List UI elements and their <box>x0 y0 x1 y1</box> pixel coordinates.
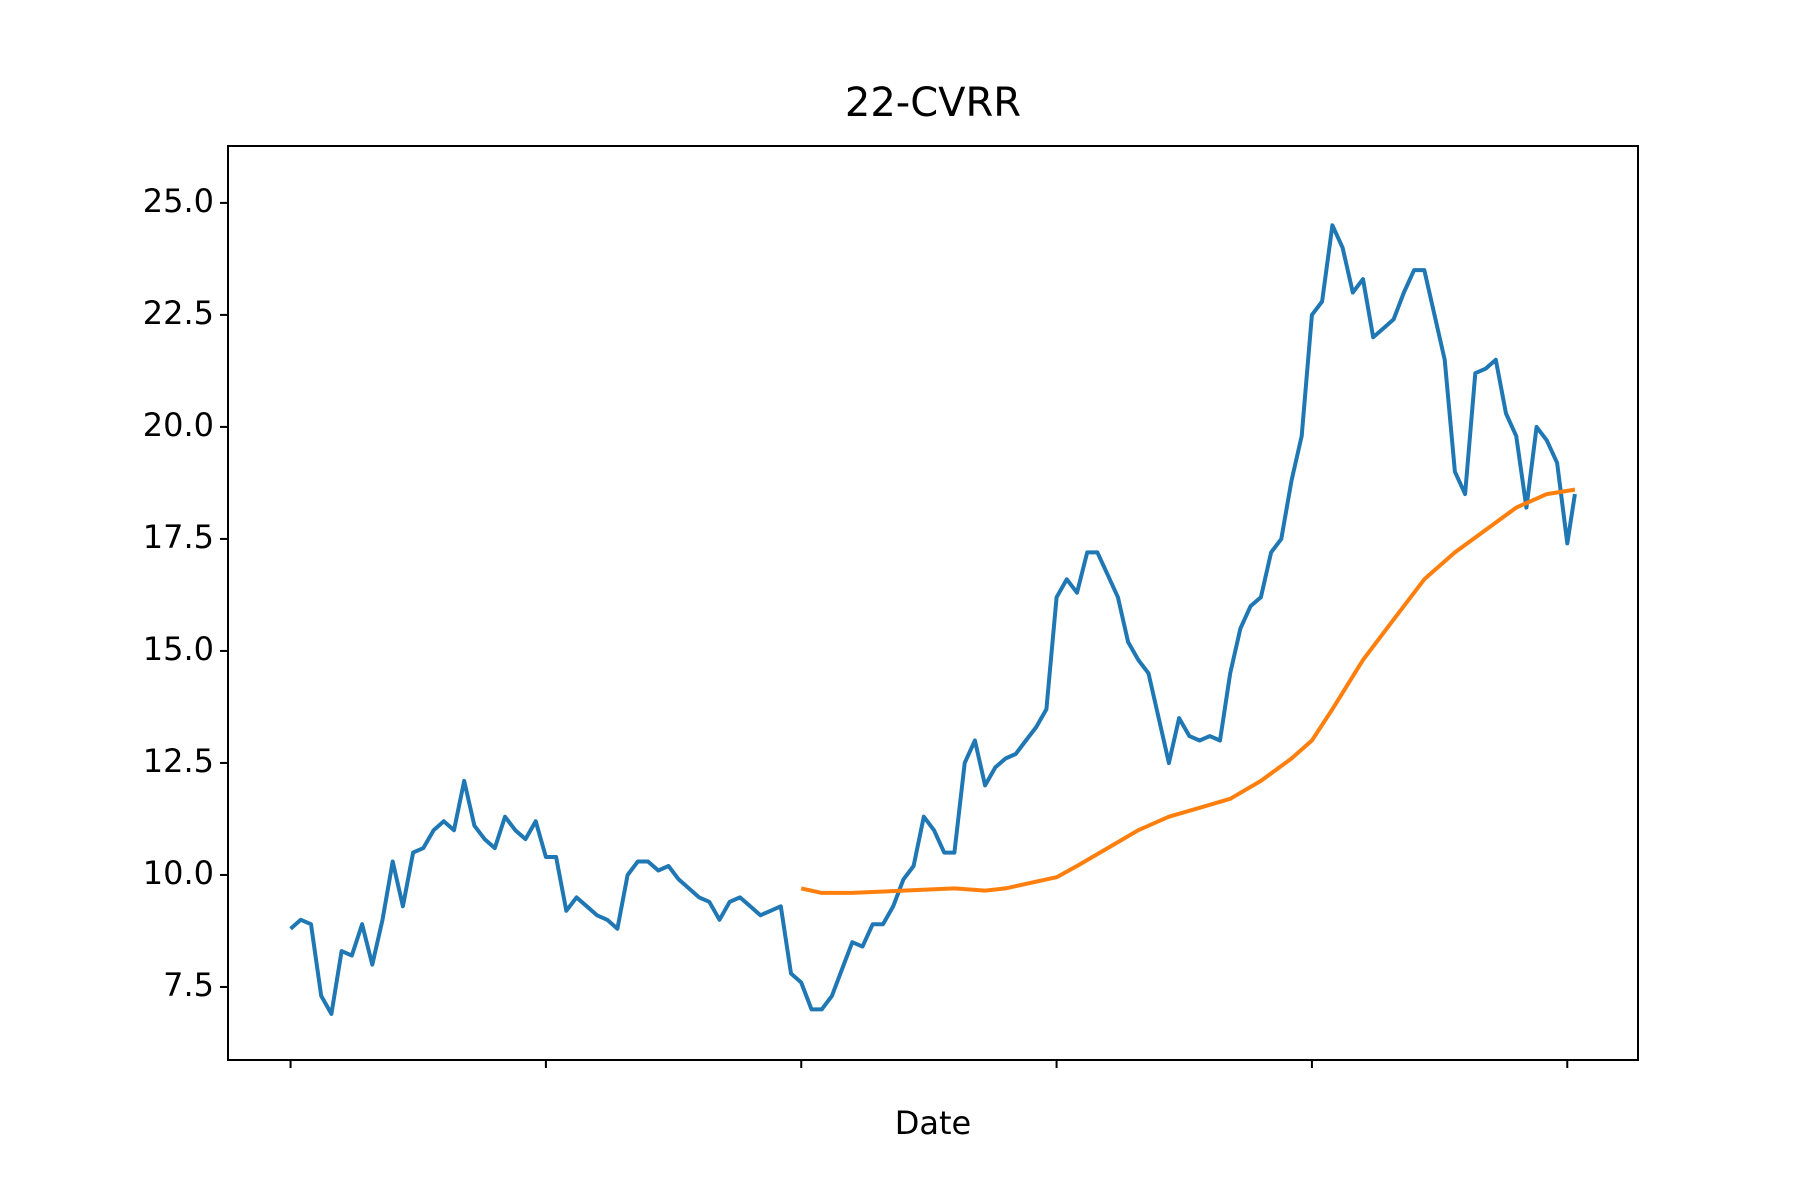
y-tick-label: 17.5 <box>143 518 214 556</box>
y-tick-label: 7.5 <box>163 966 214 1004</box>
series-line <box>289 223 1577 1016</box>
y-tick-label: 25.0 <box>143 182 214 220</box>
y-tick-label: 15.0 <box>143 630 214 668</box>
y-tick-label: 10.0 <box>143 854 214 892</box>
x-axis-label: Date <box>895 1104 971 1142</box>
plot-frame <box>227 145 1639 1061</box>
y-tick-label: 20.0 <box>143 406 214 444</box>
y-tick-label: 22.5 <box>143 294 214 332</box>
y-tick-label: 12.5 <box>143 742 214 780</box>
series-line <box>800 487 1576 895</box>
chart-title: 22-CVRR <box>845 80 1021 126</box>
